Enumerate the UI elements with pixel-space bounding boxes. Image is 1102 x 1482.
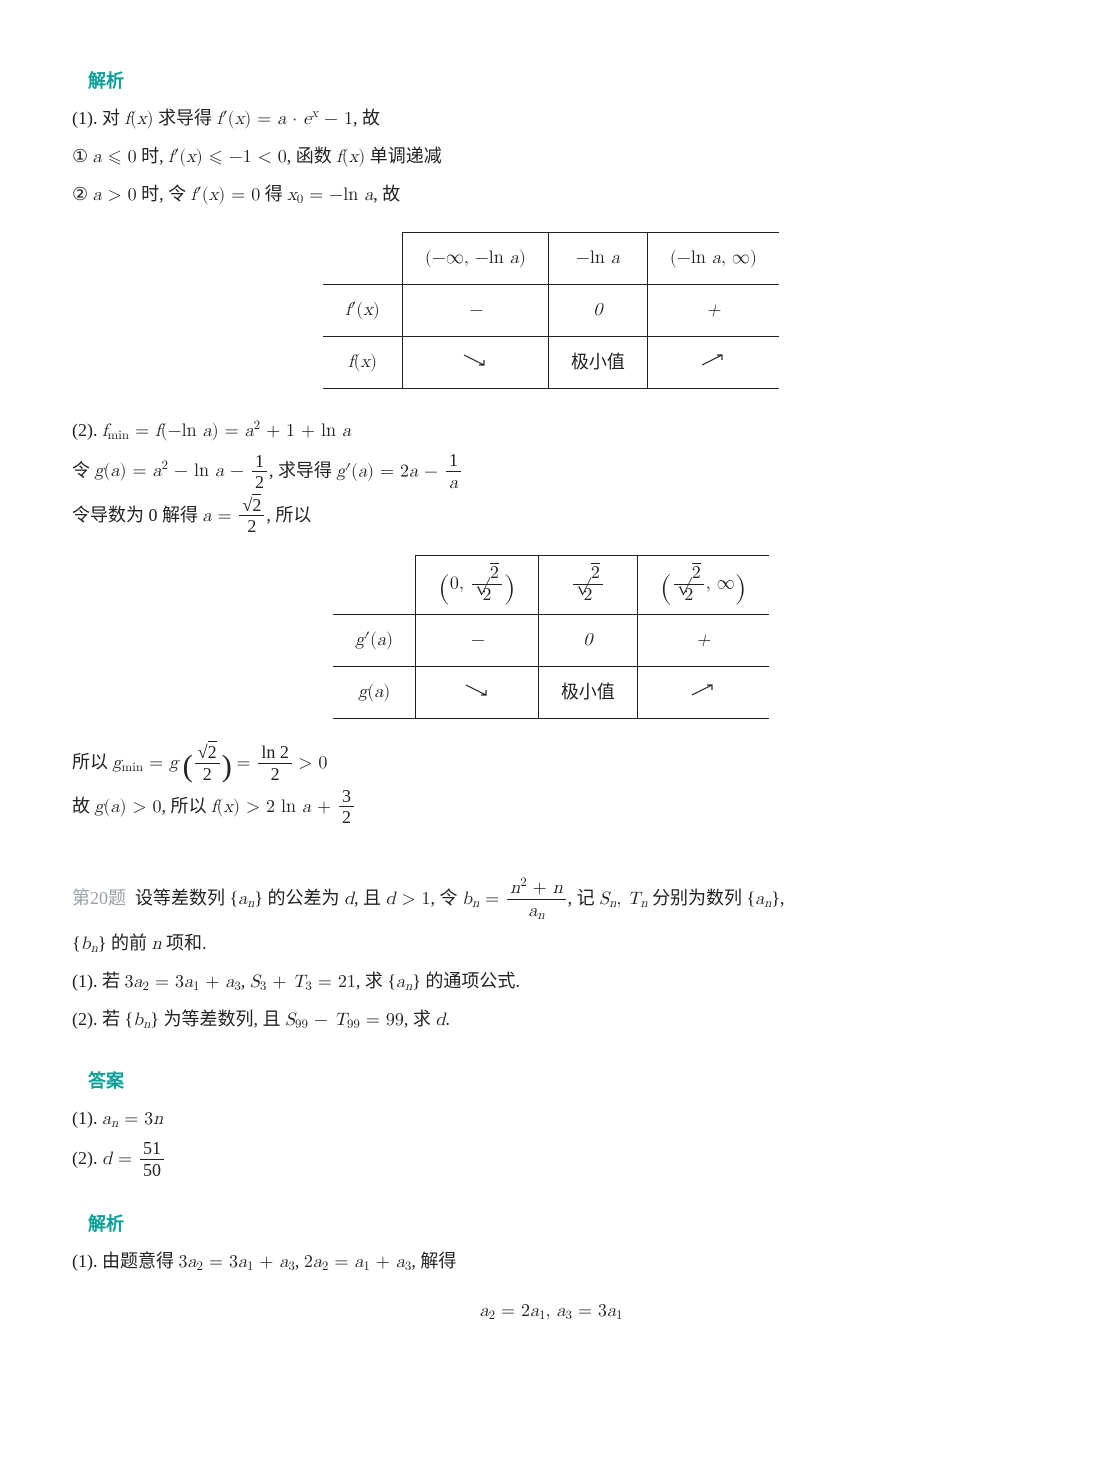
question-20: 第20题 设等差数列 {an} 的公差为 d, 且 d > 1, 令 bn = … xyxy=(72,876,1030,1329)
p2b-line2: 故 g(a) > 0, 所以 f(x) > 2 ln a + 32 xyxy=(72,787,1030,829)
p2-line2: 令 g(a) = a2 − ln a − 12, 求导得 g′(a) = 2a … xyxy=(72,451,1030,494)
p2b-line1: 所以 gmin = g (√22) = ln 22 > 0 xyxy=(72,743,1030,785)
t1-r2c3 xyxy=(647,336,779,388)
heading-jiexi-2: 解析 xyxy=(72,1207,1030,1242)
t2-r1c2: 0 xyxy=(538,614,637,666)
jiexi2-eq: a2 = 2a1, a3 = 3a1 xyxy=(72,1294,1030,1329)
t1-r2c0: f(x) xyxy=(323,336,402,388)
t2-h2: √22 xyxy=(538,556,637,615)
heading-jiexi: 解析 xyxy=(72,64,1030,99)
t1-h3: (−ln a, ∞) xyxy=(647,232,779,284)
p2-line1: (2). fmin = f(−ln a) = a2 + 1 + ln a xyxy=(72,413,1030,449)
q20-p2: (2). 若 {bn} 为等差数列, 且 S99 − T99 = 99, 求 d… xyxy=(72,1002,1030,1038)
frac-1-over-a: 1a xyxy=(446,451,461,494)
arrow-decrease-icon xyxy=(464,675,490,689)
frac-sqrt2-2: √22 xyxy=(239,496,264,538)
t2-r1c1: − xyxy=(416,614,539,666)
t1-r1c3: + xyxy=(647,284,779,336)
t2-r2c2: 极小值 xyxy=(538,666,637,718)
jiexi2-line1: (1). 由题意得 3a2 = 3a1 + a3, 2a2 = a1 + a3,… xyxy=(72,1244,1030,1280)
t1-r1c1: − xyxy=(402,284,548,336)
ans-2: (2). d = 5150 xyxy=(72,1139,1030,1181)
q20-stem-line2: {bn} 的前 n 项和. xyxy=(72,926,1030,962)
q20-label: 第20题 xyxy=(72,888,126,908)
t2-h1: (0, √22) xyxy=(416,556,539,615)
heading-daan: 答案 xyxy=(72,1064,1030,1099)
table-row: f′(x) − 0 + xyxy=(323,284,779,336)
q20-stem-line1: 第20题 设等差数列 {an} 的公差为 d, 且 d > 1, 令 bn = … xyxy=(72,876,1030,923)
t2-r1c3: + xyxy=(637,614,768,666)
p1-line1: (1). 对 f(x) 求导得 f′(x) = a · ex − 1, 故 xyxy=(72,101,1030,137)
table-row: (−∞, −ln a) −ln a (−ln a, ∞) xyxy=(323,232,779,284)
t1-r2c1 xyxy=(402,336,548,388)
t1-r1c2: 0 xyxy=(548,284,647,336)
t2-r2c0: g(a) xyxy=(333,666,415,718)
arrow-increase-icon xyxy=(690,675,716,689)
p1-line2: ① a ⩽ 0 时, f′(x) ⩽ −1 < 0, 函数 f(x) 单调递减 xyxy=(72,139,1030,175)
t1-h2: −ln a xyxy=(548,232,647,284)
t1-r1c0: f′(x) xyxy=(323,284,402,336)
p1-line3: ② a > 0 时, 令 f′(x) = 0 得 x0 = −ln a, 故 xyxy=(72,177,1030,213)
arrow-increase-icon xyxy=(700,345,726,359)
table-row: f(x) 极小值 xyxy=(323,336,779,388)
table-row: (0, √22) √22 (√22, ∞) xyxy=(333,556,768,615)
frac-half: 12 xyxy=(252,452,267,494)
sign-table-1: (−∞, −ln a) −ln a (−ln a, ∞) f′(x) − 0 +… xyxy=(323,232,779,389)
t2-r2c1 xyxy=(416,666,539,718)
t1-r2c2: 极小值 xyxy=(548,336,647,388)
table-row: g′(a) − 0 + xyxy=(333,614,768,666)
t2-h3: (√22, ∞) xyxy=(637,556,768,615)
t2-r1c0: g′(a) xyxy=(333,614,415,666)
p2-line3: 令导数为 0 解得 a = √22, 所以 xyxy=(72,496,1030,538)
solution-part1: (1). 对 f(x) 求导得 f′(x) = a · ex − 1, 故 ① … xyxy=(72,101,1030,828)
table-row: g(a) 极小值 xyxy=(333,666,768,718)
arrow-decrease-icon xyxy=(462,345,488,359)
ans-1: (1). an = 3n xyxy=(72,1101,1030,1137)
t1-h1: (−∞, −ln a) xyxy=(402,232,548,284)
t2-r2c3 xyxy=(637,666,768,718)
q20-p1: (1). 若 3a2 = 3a1 + a3, S3 + T3 = 21, 求 {… xyxy=(72,964,1030,1000)
sign-table-2: (0, √22) √22 (√22, ∞) g′(a) − 0 + g(a) 极… xyxy=(333,555,768,719)
